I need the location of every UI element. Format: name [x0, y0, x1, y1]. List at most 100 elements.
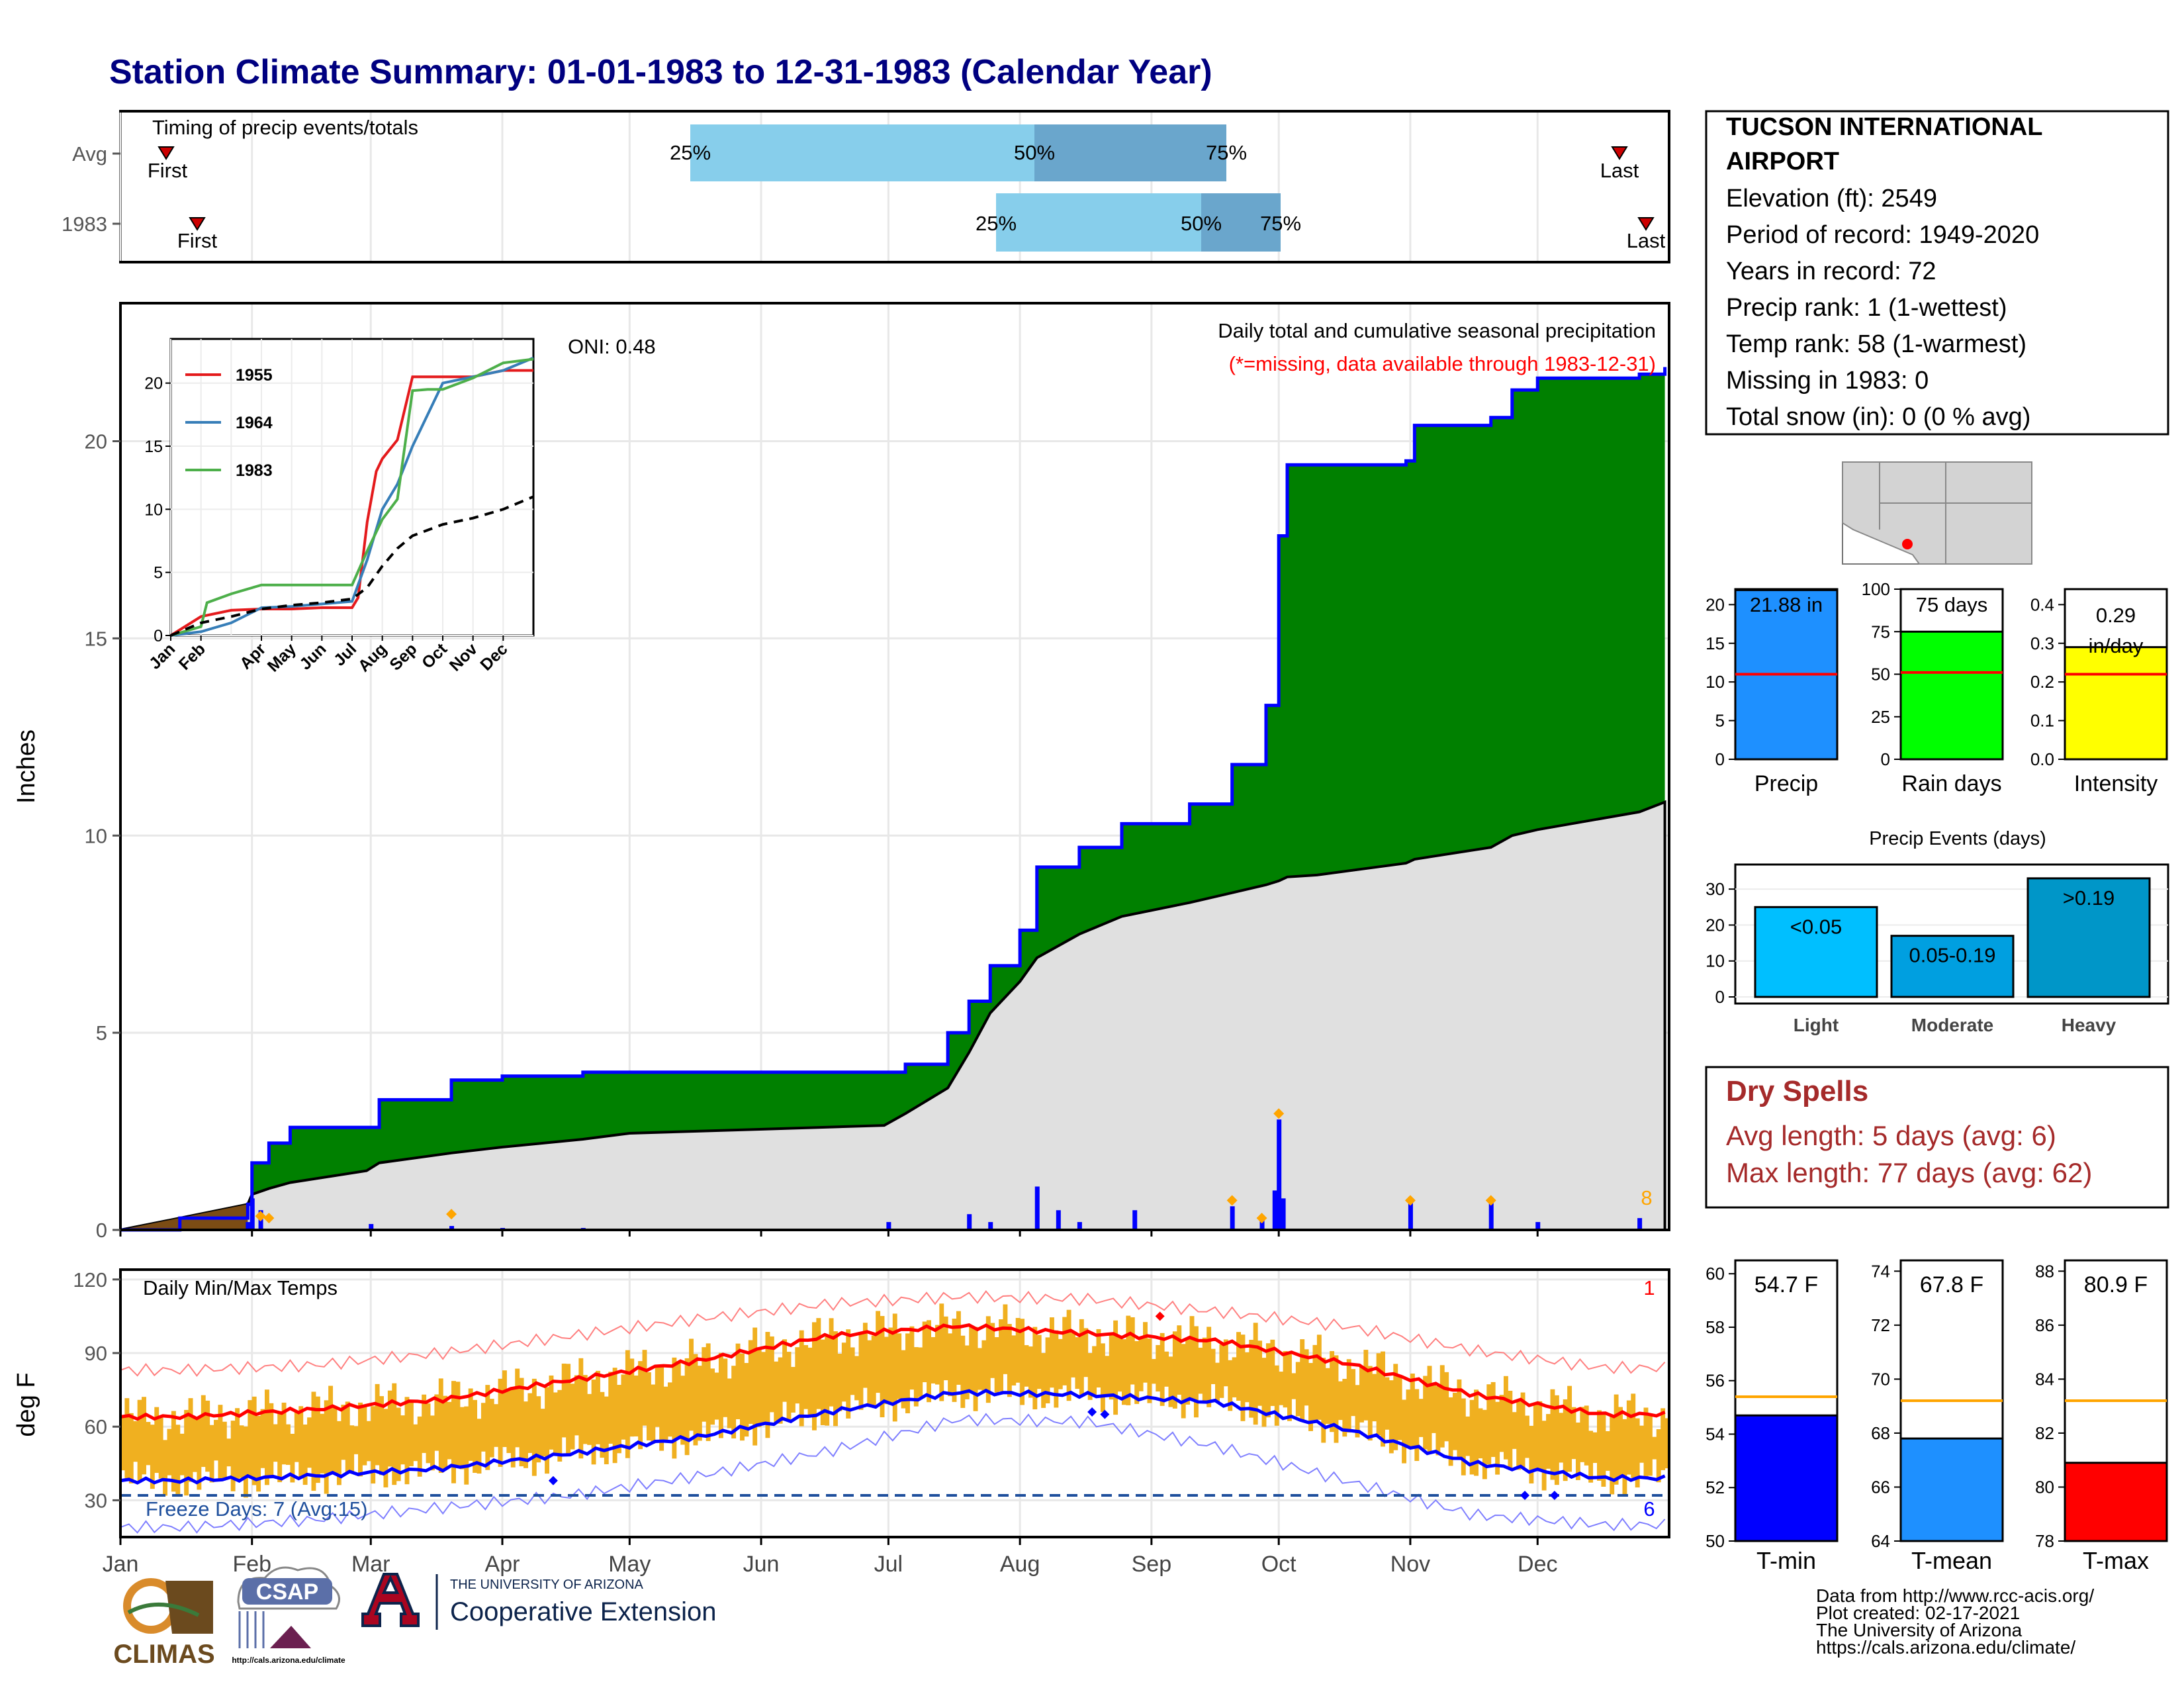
- daily-temp-bar: [769, 1336, 774, 1413]
- daily-temp-bar: [1334, 1355, 1339, 1443]
- temp-count-bottom: 6: [1643, 1497, 1655, 1521]
- daily-temp-bar: [545, 1387, 550, 1474]
- daily-temp-bar: [1265, 1343, 1271, 1418]
- summary-y-tick-label: 20: [1706, 594, 1725, 614]
- daily-temp-bar: [459, 1407, 465, 1470]
- y1983-q75-label: 75%: [1260, 212, 1301, 235]
- cumulative-precip-line: [120, 367, 1667, 1232]
- daily-temp-bar: [307, 1417, 312, 1468]
- daily-temp-bar: [612, 1368, 617, 1464]
- daily-temp-bar: [133, 1421, 138, 1462]
- temp-y-tick-label: 90: [85, 1342, 107, 1365]
- daily-temp-bar: [1257, 1340, 1263, 1406]
- record-temp-marker: [1155, 1311, 1165, 1321]
- daily-temp-bar: [1066, 1309, 1071, 1401]
- daily-temp-bar: [1588, 1430, 1594, 1483]
- daily-temp-bar: [1605, 1431, 1610, 1471]
- daily-temp-bar: [1028, 1346, 1033, 1398]
- temp-summary-bar-t-mean: [1899, 1437, 2004, 1542]
- daily-temp-bar: [502, 1370, 507, 1447]
- record-temp-marker: [548, 1476, 558, 1485]
- daily-temp-bar: [218, 1405, 223, 1479]
- daily-temp-bar: [167, 1429, 172, 1476]
- daily-temp-bar: [1639, 1425, 1645, 1463]
- precip-y-tick-label: 20: [85, 430, 107, 453]
- y1983-q25-label: 25%: [976, 212, 1017, 235]
- daily-temp-bar: [1117, 1337, 1122, 1392]
- daily-temp-bar: [1096, 1329, 1101, 1388]
- inset-line-1964: [170, 356, 534, 637]
- temp-summary-y-tick-label: 66: [1871, 1477, 1890, 1497]
- daily-temp-bar: [710, 1368, 715, 1425]
- daily-temp-bar: [1219, 1344, 1224, 1398]
- daily-temp-bar: [790, 1366, 796, 1413]
- avg-q25-label: 25%: [670, 141, 711, 164]
- daily-temp-bar: [332, 1405, 338, 1475]
- daily-temp-bar: [756, 1347, 762, 1427]
- daily-temp-bar: [1457, 1379, 1462, 1459]
- daily-temp-bar: [1202, 1337, 1207, 1401]
- daily-temp-bar: [1372, 1374, 1377, 1422]
- daily-temp-bar: [553, 1392, 558, 1456]
- temp-y-label: deg F: [13, 1372, 40, 1436]
- daily-temp-bar: [905, 1333, 910, 1413]
- csap-logo-url: http://cals.arizona.edu/climate: [232, 1656, 345, 1665]
- record-high-line: [120, 1289, 1666, 1378]
- summary-value-label: 75 days: [1916, 593, 1988, 616]
- daily-temp-bar: [1499, 1395, 1504, 1452]
- daily-temp-bar: [1236, 1332, 1241, 1401]
- csap-logo-text: CSAP: [256, 1579, 318, 1605]
- dry-spells-box: Dry Spells Avg length: 5 days (avg: 6) M…: [1705, 1066, 2169, 1209]
- daily-temp-bar: [1537, 1401, 1543, 1472]
- daily-temp-bar: [1164, 1351, 1169, 1387]
- station-elevation: Elevation (ft): 2549: [1726, 185, 1937, 212]
- daily-temp-bar: [1469, 1399, 1475, 1475]
- daily-temp-bar: [582, 1375, 588, 1444]
- daily-temp-bar: [867, 1340, 872, 1407]
- daily-temp-bar: [128, 1413, 134, 1483]
- daily-temp-bar: [964, 1345, 970, 1399]
- daily-temp-bar: [934, 1325, 940, 1385]
- daily-temp-bar: [1147, 1338, 1152, 1403]
- freeze-days-label: Freeze Days: 7 (Avg:15): [146, 1497, 367, 1521]
- daily-temp-bar: [120, 1417, 125, 1471]
- daily-temp-bar: [375, 1383, 380, 1466]
- daily-temp-bar: [1270, 1339, 1275, 1406]
- daily-precip-bar: [1637, 1218, 1643, 1230]
- daily-temp-bar: [697, 1366, 702, 1441]
- daily-temp-bar: [154, 1407, 159, 1474]
- daily-temp-bar: [1071, 1333, 1075, 1378]
- daily-temp-bar: [1181, 1344, 1186, 1419]
- daily-precip-bar: [1408, 1202, 1413, 1230]
- temp-count-top: 1: [1643, 1276, 1655, 1299]
- summary-y-tick-label: 5: [1715, 711, 1725, 731]
- daily-temp-bar: [1490, 1382, 1496, 1457]
- daily-temp-bar: [302, 1424, 308, 1485]
- temp-plot: [120, 1289, 1670, 1534]
- events-bar-inner-label: <0.05: [1790, 915, 1842, 938]
- daily-temp-bar: [1626, 1400, 1631, 1475]
- daily-temp-bar: [1249, 1340, 1254, 1418]
- station-precip-rank: Precip rank: 1 (1-wettest): [1726, 294, 2007, 322]
- daily-temp-bar: [1342, 1378, 1347, 1437]
- daily-temp-bar: [1664, 1418, 1670, 1469]
- daily-precip-bar: [1230, 1206, 1235, 1230]
- daily-temp-bar: [1567, 1385, 1572, 1472]
- daily-temp-bar: [1503, 1376, 1508, 1460]
- daily-temp-bar: [447, 1401, 452, 1460]
- avg-last-label: Last: [1600, 159, 1639, 182]
- inset-legend-1955: 1955: [236, 366, 273, 385]
- daily-temp-bar: [744, 1362, 749, 1437]
- daily-temp-bar: [248, 1400, 253, 1476]
- daily-temp-bar: [1304, 1349, 1309, 1406]
- daily-temp-bar: [604, 1396, 609, 1464]
- credit-plot-created: Plot created: 02-17-2021: [1816, 1603, 2020, 1623]
- daily-temp-bar: [668, 1382, 672, 1437]
- daily-temp-bar: [387, 1390, 392, 1467]
- temp-summary-y-tick-label: 56: [1706, 1371, 1725, 1391]
- daily-temp-bar: [981, 1340, 987, 1393]
- daily-precip-bar: [1077, 1222, 1082, 1230]
- summary-y-tick-label: 0.3: [2030, 633, 2054, 653]
- daily-temp-bar: [345, 1401, 350, 1474]
- daily-temp-bar: [455, 1382, 461, 1468]
